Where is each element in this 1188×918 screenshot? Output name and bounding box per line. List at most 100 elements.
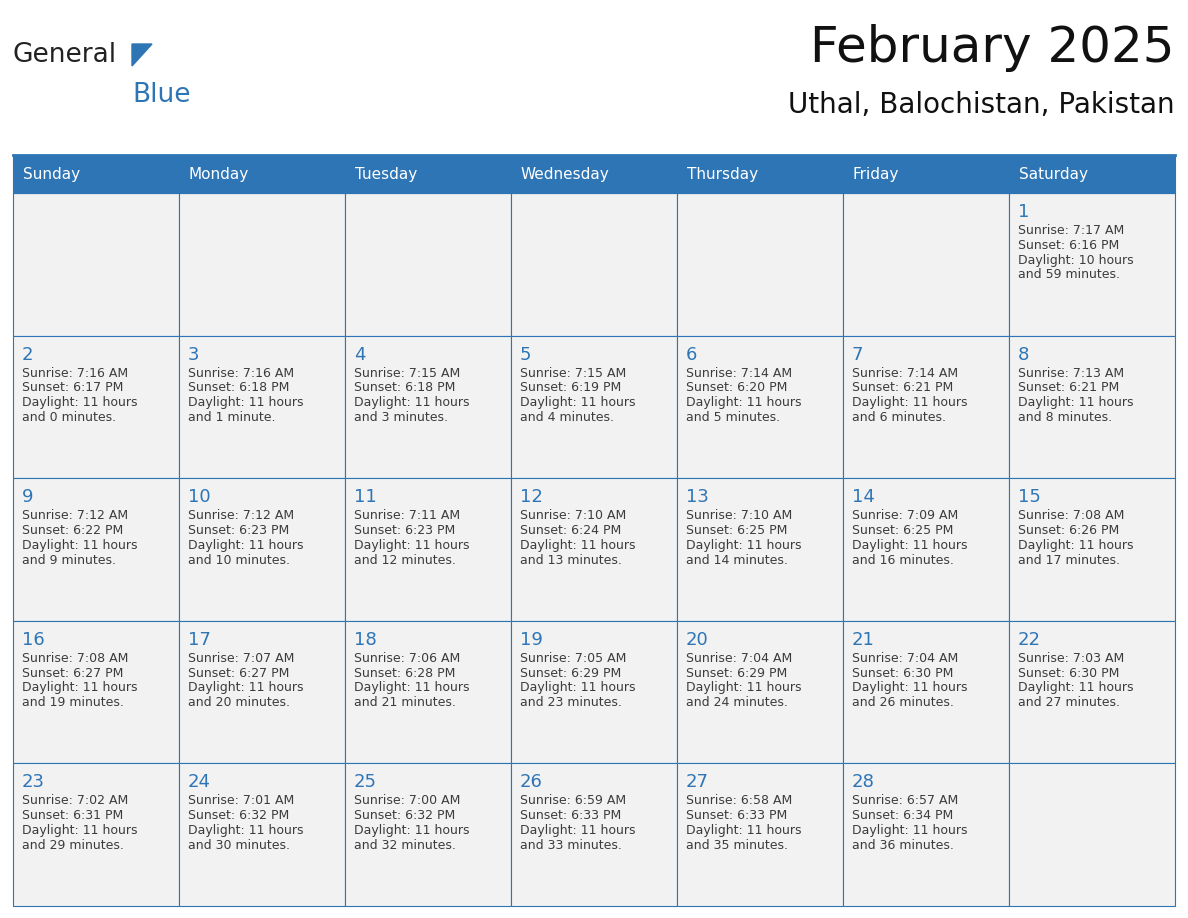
Text: Sunset: 6:18 PM: Sunset: 6:18 PM [188,381,290,395]
Bar [843,336,1009,478]
Text: 21: 21 [852,631,874,649]
Bar [1009,193,1175,336]
Text: 23: 23 [23,773,45,791]
Text: Sunrise: 6:59 AM: Sunrise: 6:59 AM [520,794,626,808]
Bar [677,764,843,906]
Bar [843,155,1009,193]
Text: Sunset: 6:23 PM: Sunset: 6:23 PM [354,524,455,537]
Bar [511,155,677,193]
Text: and 16 minutes.: and 16 minutes. [852,554,954,566]
Text: 28: 28 [852,773,874,791]
Text: Daylight: 11 hours: Daylight: 11 hours [23,539,138,552]
Text: and 35 minutes.: and 35 minutes. [685,839,788,852]
Text: Daylight: 11 hours: Daylight: 11 hours [188,539,303,552]
Text: Sunrise: 7:03 AM: Sunrise: 7:03 AM [1018,652,1124,665]
Text: Sunset: 6:24 PM: Sunset: 6:24 PM [520,524,621,537]
Text: Sunrise: 7:14 AM: Sunrise: 7:14 AM [852,366,959,380]
Text: Sunset: 6:17 PM: Sunset: 6:17 PM [23,381,124,395]
Text: 3: 3 [188,345,200,364]
Text: Sunset: 6:26 PM: Sunset: 6:26 PM [1018,524,1119,537]
Text: General: General [13,42,118,68]
Bar [843,621,1009,764]
Text: Sunrise: 7:09 AM: Sunrise: 7:09 AM [852,509,959,522]
Text: Daylight: 11 hours: Daylight: 11 hours [520,539,636,552]
Text: Blue: Blue [132,82,190,108]
Text: Sunrise: 7:04 AM: Sunrise: 7:04 AM [852,652,959,665]
Text: Sunset: 6:19 PM: Sunset: 6:19 PM [520,381,621,395]
Text: Sunset: 6:25 PM: Sunset: 6:25 PM [685,524,788,537]
Text: 24: 24 [188,773,211,791]
Text: Daylight: 11 hours: Daylight: 11 hours [852,539,967,552]
Text: 10: 10 [188,488,210,506]
Text: 4: 4 [354,345,366,364]
Text: Daylight: 11 hours: Daylight: 11 hours [852,824,967,837]
Text: Tuesday: Tuesday [355,166,417,182]
Text: 18: 18 [354,631,377,649]
Bar [843,764,1009,906]
Text: Sunset: 6:28 PM: Sunset: 6:28 PM [354,666,455,679]
Bar [345,155,511,193]
Bar [13,155,179,193]
Text: Sunset: 6:23 PM: Sunset: 6:23 PM [188,524,289,537]
Text: 9: 9 [23,488,33,506]
Text: Daylight: 11 hours: Daylight: 11 hours [520,397,636,409]
Text: and 29 minutes.: and 29 minutes. [23,839,124,852]
Text: Daylight: 11 hours: Daylight: 11 hours [188,824,303,837]
Text: Sunset: 6:32 PM: Sunset: 6:32 PM [188,809,289,823]
Text: and 4 minutes.: and 4 minutes. [520,411,614,424]
Text: 19: 19 [520,631,543,649]
Text: Sunrise: 7:16 AM: Sunrise: 7:16 AM [188,366,295,380]
Text: Daylight: 11 hours: Daylight: 11 hours [188,397,303,409]
Text: Sunset: 6:27 PM: Sunset: 6:27 PM [188,666,290,679]
Text: Uthal, Balochistan, Pakistan: Uthal, Balochistan, Pakistan [789,91,1175,119]
Bar [13,478,179,621]
Text: 7: 7 [852,345,864,364]
Text: and 13 minutes.: and 13 minutes. [520,554,621,566]
Bar [511,621,677,764]
Text: 16: 16 [23,631,45,649]
Bar [345,764,511,906]
Text: Wednesday: Wednesday [522,166,609,182]
Text: Daylight: 11 hours: Daylight: 11 hours [354,681,469,694]
Bar [13,193,179,336]
Text: and 3 minutes.: and 3 minutes. [354,411,448,424]
Text: Sunset: 6:30 PM: Sunset: 6:30 PM [852,666,954,679]
Text: Sunrise: 7:08 AM: Sunrise: 7:08 AM [23,652,128,665]
Text: Sunrise: 7:00 AM: Sunrise: 7:00 AM [354,794,461,808]
Polygon shape [132,44,152,66]
Text: and 14 minutes.: and 14 minutes. [685,554,788,566]
Bar [13,621,179,764]
Text: and 6 minutes.: and 6 minutes. [852,411,946,424]
Text: Sunset: 6:25 PM: Sunset: 6:25 PM [852,524,954,537]
Text: Sunrise: 7:04 AM: Sunrise: 7:04 AM [685,652,792,665]
Text: 1: 1 [1018,203,1029,221]
Bar [843,193,1009,336]
Text: Sunday: Sunday [23,166,80,182]
Text: Daylight: 11 hours: Daylight: 11 hours [188,681,303,694]
Text: Daylight: 11 hours: Daylight: 11 hours [354,539,469,552]
Bar [13,764,179,906]
Bar [179,478,345,621]
Text: Thursday: Thursday [687,166,758,182]
Text: Daylight: 11 hours: Daylight: 11 hours [23,824,138,837]
Text: Sunset: 6:27 PM: Sunset: 6:27 PM [23,666,124,679]
Bar [1009,621,1175,764]
Bar [345,478,511,621]
Bar [677,478,843,621]
Text: Sunrise: 7:05 AM: Sunrise: 7:05 AM [520,652,626,665]
Text: Daylight: 11 hours: Daylight: 11 hours [852,397,967,409]
Text: Sunrise: 7:01 AM: Sunrise: 7:01 AM [188,794,295,808]
Text: Sunset: 6:21 PM: Sunset: 6:21 PM [852,381,953,395]
Text: Daylight: 10 hours: Daylight: 10 hours [1018,253,1133,266]
Text: Sunrise: 7:06 AM: Sunrise: 7:06 AM [354,652,460,665]
Bar [179,764,345,906]
Text: and 20 minutes.: and 20 minutes. [188,696,290,710]
Text: and 36 minutes.: and 36 minutes. [852,839,954,852]
Text: Friday: Friday [853,166,899,182]
Text: Daylight: 11 hours: Daylight: 11 hours [685,397,802,409]
Text: Sunset: 6:20 PM: Sunset: 6:20 PM [685,381,788,395]
Text: 20: 20 [685,631,709,649]
Text: Daylight: 11 hours: Daylight: 11 hours [520,824,636,837]
Text: 2: 2 [23,345,33,364]
Bar [1009,478,1175,621]
